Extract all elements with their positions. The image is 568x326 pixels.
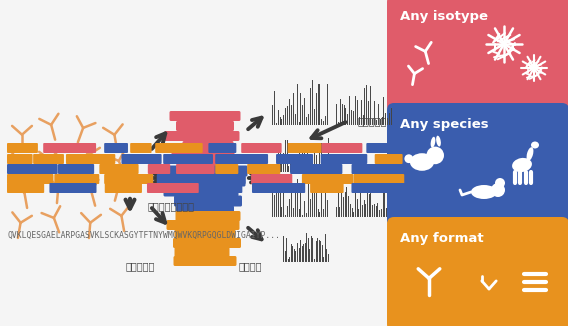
Text: シークエンス解析: シークエンス解析 [148, 201, 195, 211]
FancyBboxPatch shape [186, 161, 228, 171]
FancyBboxPatch shape [104, 143, 128, 153]
FancyBboxPatch shape [247, 164, 281, 174]
FancyBboxPatch shape [387, 103, 568, 227]
FancyBboxPatch shape [176, 121, 234, 131]
FancyBboxPatch shape [387, 217, 568, 326]
FancyBboxPatch shape [366, 143, 398, 153]
FancyBboxPatch shape [352, 183, 407, 193]
FancyBboxPatch shape [251, 174, 293, 184]
FancyBboxPatch shape [290, 164, 343, 174]
Circle shape [495, 178, 505, 188]
FancyBboxPatch shape [7, 164, 58, 174]
FancyBboxPatch shape [176, 205, 234, 216]
FancyBboxPatch shape [33, 154, 64, 164]
FancyBboxPatch shape [157, 174, 185, 184]
FancyBboxPatch shape [66, 154, 115, 164]
FancyBboxPatch shape [166, 220, 240, 230]
FancyBboxPatch shape [215, 164, 239, 174]
Text: アセンブリ: アセンブリ [358, 116, 387, 126]
Ellipse shape [471, 185, 497, 199]
FancyBboxPatch shape [302, 174, 353, 184]
FancyBboxPatch shape [387, 0, 568, 113]
FancyBboxPatch shape [7, 143, 38, 153]
FancyBboxPatch shape [202, 183, 243, 193]
FancyBboxPatch shape [287, 143, 321, 153]
FancyBboxPatch shape [220, 174, 246, 184]
Circle shape [427, 147, 444, 164]
Text: 質量分析: 質量分析 [238, 261, 262, 271]
Ellipse shape [527, 147, 533, 161]
Text: Any species: Any species [400, 118, 488, 131]
FancyBboxPatch shape [173, 256, 236, 266]
FancyBboxPatch shape [105, 183, 142, 193]
FancyBboxPatch shape [252, 183, 305, 193]
FancyBboxPatch shape [99, 164, 139, 174]
FancyBboxPatch shape [176, 164, 215, 174]
FancyBboxPatch shape [43, 143, 96, 153]
FancyBboxPatch shape [169, 111, 240, 121]
FancyBboxPatch shape [155, 143, 203, 153]
Ellipse shape [410, 153, 434, 171]
Text: 抗体の消化: 抗体の消化 [126, 261, 154, 271]
FancyBboxPatch shape [241, 143, 282, 153]
FancyBboxPatch shape [174, 229, 236, 239]
Circle shape [491, 183, 505, 197]
FancyBboxPatch shape [310, 183, 344, 193]
FancyBboxPatch shape [130, 143, 152, 153]
FancyBboxPatch shape [172, 151, 235, 161]
FancyBboxPatch shape [375, 154, 403, 164]
Ellipse shape [431, 137, 435, 148]
FancyBboxPatch shape [174, 247, 229, 257]
FancyBboxPatch shape [165, 131, 240, 141]
Ellipse shape [531, 141, 539, 149]
FancyBboxPatch shape [352, 164, 395, 174]
FancyBboxPatch shape [7, 154, 32, 164]
FancyBboxPatch shape [162, 166, 248, 176]
FancyBboxPatch shape [173, 238, 241, 248]
FancyBboxPatch shape [321, 154, 367, 164]
FancyBboxPatch shape [122, 154, 162, 164]
FancyBboxPatch shape [177, 171, 232, 181]
FancyBboxPatch shape [49, 183, 97, 193]
FancyBboxPatch shape [176, 211, 240, 221]
FancyBboxPatch shape [55, 174, 99, 184]
FancyBboxPatch shape [276, 154, 313, 164]
FancyBboxPatch shape [208, 143, 236, 153]
FancyBboxPatch shape [148, 164, 170, 174]
Text: Any format: Any format [400, 232, 483, 245]
FancyBboxPatch shape [353, 174, 404, 184]
Text: Any isotype: Any isotype [400, 10, 488, 23]
Ellipse shape [436, 136, 441, 146]
FancyBboxPatch shape [164, 185, 239, 197]
FancyBboxPatch shape [165, 175, 245, 186]
FancyBboxPatch shape [104, 174, 153, 184]
FancyBboxPatch shape [182, 141, 233, 151]
FancyBboxPatch shape [7, 174, 53, 184]
Text: QVKLQESGAELARPGASVKLSCKASGYTFTNYWMQWVKQRPGQGLDWIGAIYP...: QVKLQESGAELARPGASVKLSCKASGYTFTNYWMQWVKQR… [8, 231, 281, 240]
FancyBboxPatch shape [215, 154, 268, 164]
FancyBboxPatch shape [174, 196, 242, 206]
FancyBboxPatch shape [58, 164, 94, 174]
FancyBboxPatch shape [321, 143, 362, 153]
Ellipse shape [512, 158, 532, 172]
FancyBboxPatch shape [147, 183, 199, 193]
FancyBboxPatch shape [163, 154, 213, 164]
FancyBboxPatch shape [7, 183, 44, 193]
FancyBboxPatch shape [193, 174, 215, 184]
Circle shape [404, 154, 413, 163]
